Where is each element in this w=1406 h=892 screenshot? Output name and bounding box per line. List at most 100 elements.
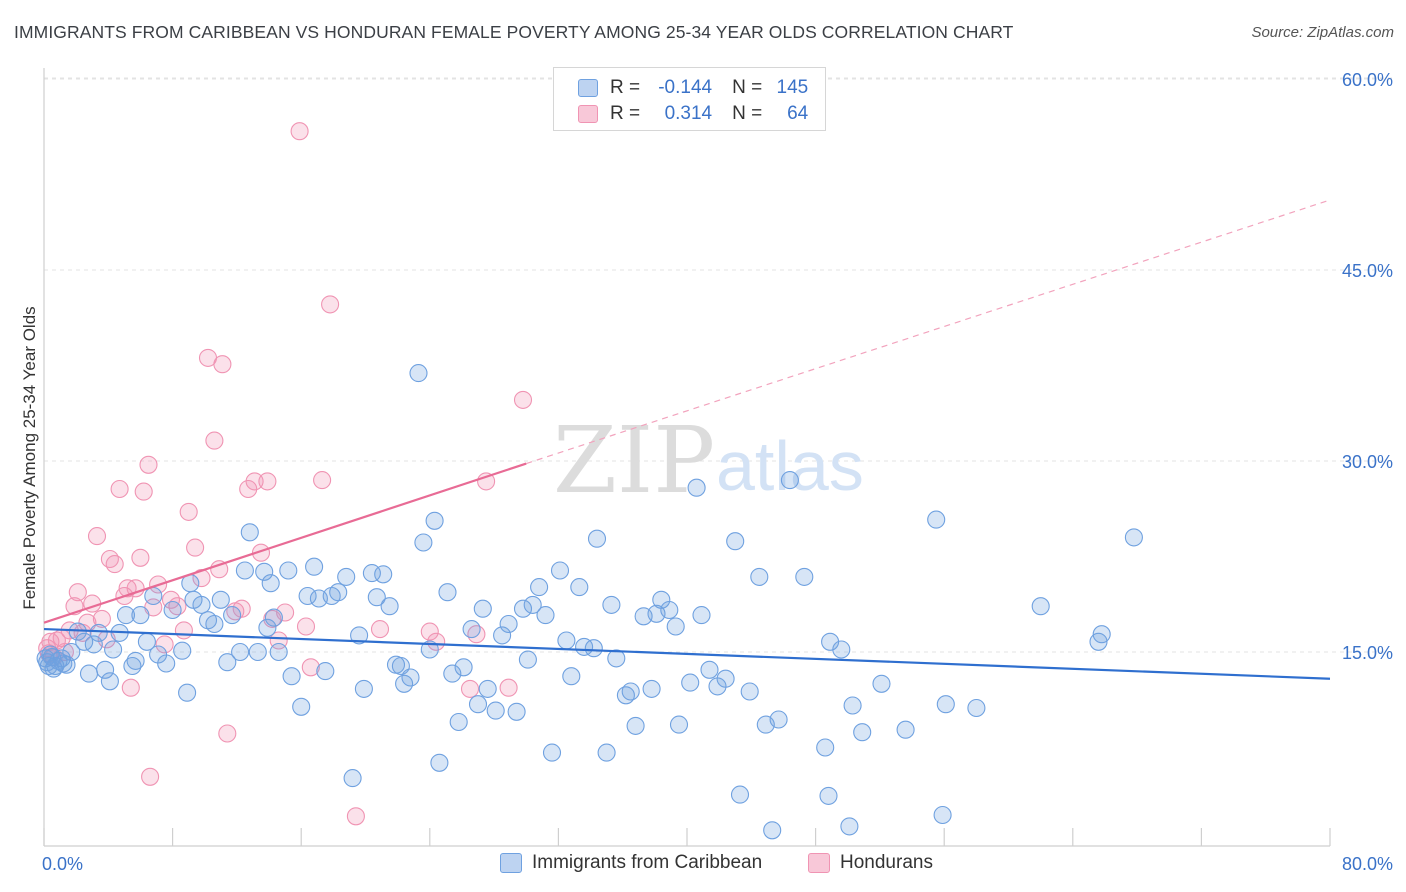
honduran-point — [126, 579, 145, 598]
caribbean-point — [816, 738, 835, 757]
caribbean-point — [700, 660, 719, 679]
caribbean-point — [116, 606, 136, 625]
caribbean-point — [967, 698, 986, 718]
honduran-point — [218, 724, 237, 743]
honduran-point — [155, 635, 174, 654]
legend-n-label: N = — [732, 77, 763, 98]
x-tick-label-min: 0.0% — [42, 854, 83, 874]
y-axis-label: Female Poverty Among 25-34 Year Olds — [20, 306, 39, 609]
y-tick-label: 60.0% — [1342, 70, 1393, 90]
caribbean-point — [666, 617, 685, 636]
caribbean-point — [602, 595, 621, 614]
caribbean-point — [584, 639, 603, 658]
tick-labels: 15.0% 30.0% 45.0% 60.0% 0.0% 80.0% — [42, 70, 1393, 874]
caribbean-point — [486, 701, 505, 720]
bottom-legend-caribbean: Immigrants from Caribbean — [500, 852, 762, 874]
caribbean-point — [430, 753, 449, 772]
caribbean-point — [192, 595, 211, 614]
caribbean-point — [223, 606, 242, 625]
caribbean-point — [1031, 597, 1050, 616]
legend-swatch-caribbean — [578, 79, 598, 97]
honduran-point — [321, 295, 340, 314]
caribbean-point — [305, 557, 324, 576]
honduran-point — [276, 603, 295, 622]
honduran-point — [210, 560, 229, 579]
caribbean-point — [819, 786, 838, 805]
legend-n-value: 64 — [787, 103, 809, 124]
honduran-point — [174, 621, 193, 640]
legend: R = -0.144 N = 145 R = 0.314 N = 64 — [553, 67, 826, 131]
honduran-point — [179, 502, 198, 521]
caribbean-point — [443, 664, 462, 683]
caribbean-point — [316, 662, 335, 681]
caribbean-point — [570, 578, 589, 597]
honduran-point — [513, 390, 533, 409]
honduran-point — [205, 431, 224, 450]
caribbean-point — [523, 595, 542, 614]
caribbean-point — [642, 679, 661, 698]
caribbean-point — [872, 674, 891, 693]
caribbean-point — [329, 583, 348, 602]
honduran-point — [121, 678, 140, 697]
caribbean-point — [218, 653, 237, 672]
caribbean-point — [205, 614, 224, 634]
honduran-point — [313, 471, 332, 490]
caribbean-point — [104, 640, 123, 659]
caribbean-point — [478, 679, 497, 698]
caribbean-point — [298, 586, 317, 606]
honduran-point — [239, 479, 258, 499]
caribbean-point — [89, 623, 108, 642]
caribbean-point — [518, 650, 537, 669]
honduran-point — [301, 658, 320, 677]
honduran-point — [258, 472, 277, 491]
honduran-point — [186, 538, 205, 557]
legend-row-caribbean: R = -0.144 N = 145 — [578, 76, 808, 100]
honduran-point — [346, 807, 365, 826]
honduran-point — [131, 548, 150, 567]
honduran-point — [232, 599, 251, 618]
caribbean-point — [454, 658, 473, 677]
watermark-zip: ZIP — [553, 407, 715, 514]
legend-r-value: 0.314 — [664, 103, 713, 124]
caribbean-point — [740, 682, 759, 701]
caribbean-point — [79, 664, 99, 683]
caribbean-point — [54, 654, 73, 673]
caribbean-trend-line — [43, 627, 1331, 680]
caribbean-point — [126, 651, 145, 670]
caribbean-point — [235, 561, 254, 580]
caribbean-point — [1124, 528, 1143, 547]
caribbean-point — [557, 631, 576, 650]
caribbean-point — [530, 578, 549, 597]
caribbean-point — [96, 660, 115, 679]
caribbean-point — [380, 597, 399, 616]
x-tick-label-max: 80.0% — [1342, 854, 1393, 874]
honduran-point — [251, 543, 271, 562]
caribbean-point — [513, 599, 533, 618]
caribbean-point — [178, 683, 197, 702]
trend-lines — [43, 199, 1331, 680]
caribbean-point — [41, 645, 60, 664]
caribbean-point — [414, 533, 433, 552]
caribbean-point — [936, 695, 955, 714]
legend-n-label: N = — [732, 103, 763, 124]
caribbean-point — [473, 599, 492, 618]
honduran-trend-extension — [526, 199, 1331, 465]
caribbean-point — [853, 723, 872, 742]
honduran-point — [467, 625, 486, 644]
honduran-point — [110, 479, 129, 499]
caribbean-point — [144, 586, 163, 606]
caribbean-point — [84, 635, 103, 654]
caribbean-point — [350, 626, 369, 645]
caribbean-point — [562, 667, 581, 686]
caribbean-point — [550, 561, 570, 580]
legend-r-label: R = — [610, 103, 641, 124]
caribbean-point — [248, 642, 267, 662]
caribbean-point — [832, 640, 851, 659]
caribbean-point — [681, 673, 700, 692]
caribbean-point — [292, 697, 311, 716]
caribbean-point — [750, 567, 769, 586]
caribbean-point — [692, 606, 711, 625]
caribbean-point — [840, 817, 859, 836]
caribbean-point — [211, 590, 230, 609]
